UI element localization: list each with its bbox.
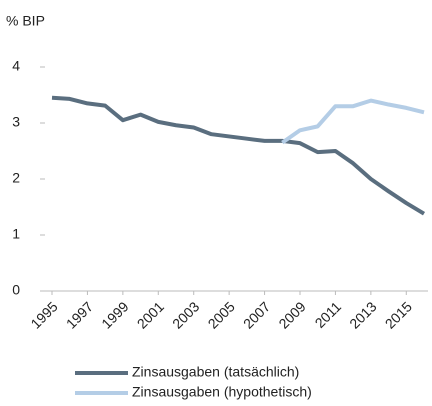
line-series [51, 95, 426, 216]
legend-label: Zinsausgaben (tatsächlich) [132, 364, 299, 380]
x-tick-label: 2007 [240, 298, 273, 331]
x-tick-label: 1997 [63, 298, 96, 331]
x-tick-label: 1999 [98, 298, 131, 331]
y-tick-label: 1 [12, 226, 20, 242]
x-tick-label: 2009 [275, 298, 308, 331]
x-tick-label: 2005 [205, 298, 238, 331]
x-tick-label: 2015 [382, 298, 415, 331]
line-series [281, 98, 425, 145]
x-tick-label: 2001 [134, 298, 167, 331]
y-tick-label: 3 [12, 114, 20, 130]
legend-label: Zinsausgaben (hypothetisch) [132, 384, 312, 400]
y-axis-label: % BIP [6, 13, 45, 29]
y-tick-label: 2 [12, 170, 20, 186]
x-tick-label: 2013 [346, 298, 379, 331]
y-tick-label: 4 [12, 58, 20, 74]
x-tick-label: 2011 [312, 298, 345, 331]
x-tick-label: 1995 [27, 298, 60, 331]
y-tick-label: 0 [12, 282, 20, 298]
x-tick-label: 2003 [169, 298, 202, 331]
